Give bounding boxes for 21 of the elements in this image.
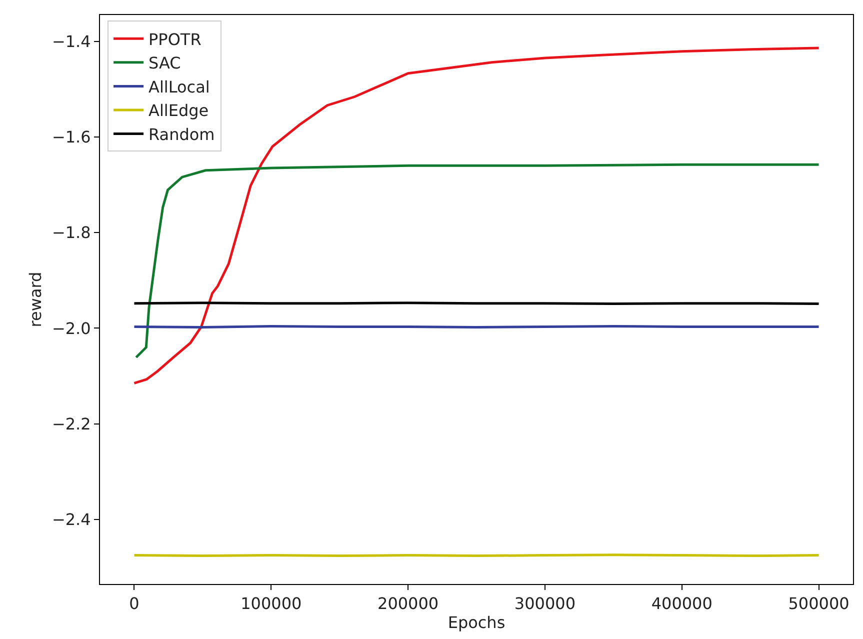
legend-label: AllLocal xyxy=(148,77,210,96)
y-tick-label: −1.6 xyxy=(52,128,91,147)
line-series xyxy=(134,163,820,359)
x-tick-label: 100000 xyxy=(240,594,302,614)
y-tick-label: −1.4 xyxy=(52,32,91,51)
legend-label: PPOTR xyxy=(148,30,202,49)
x-tick-label: 200000 xyxy=(378,594,439,614)
y-axis-title: reward xyxy=(26,272,45,328)
x-tick-label: 500000 xyxy=(788,594,850,614)
x-tick-label: 0 xyxy=(129,594,140,614)
y-tick-label: −1.8 xyxy=(52,223,91,242)
legend-label: SAC xyxy=(148,54,181,73)
x-axis-title: Epochs xyxy=(448,612,506,632)
y-tick-label: −2.2 xyxy=(52,414,91,434)
legend-label: AllEdge xyxy=(148,101,209,120)
x-tick-label: 400000 xyxy=(651,594,712,614)
legend-label: Random xyxy=(148,125,215,144)
y-tick-label: −2.0 xyxy=(52,318,91,338)
x-tick-label: 300000 xyxy=(514,594,576,614)
line-series xyxy=(132,46,820,384)
y-tick-label: −2.4 xyxy=(52,510,91,530)
